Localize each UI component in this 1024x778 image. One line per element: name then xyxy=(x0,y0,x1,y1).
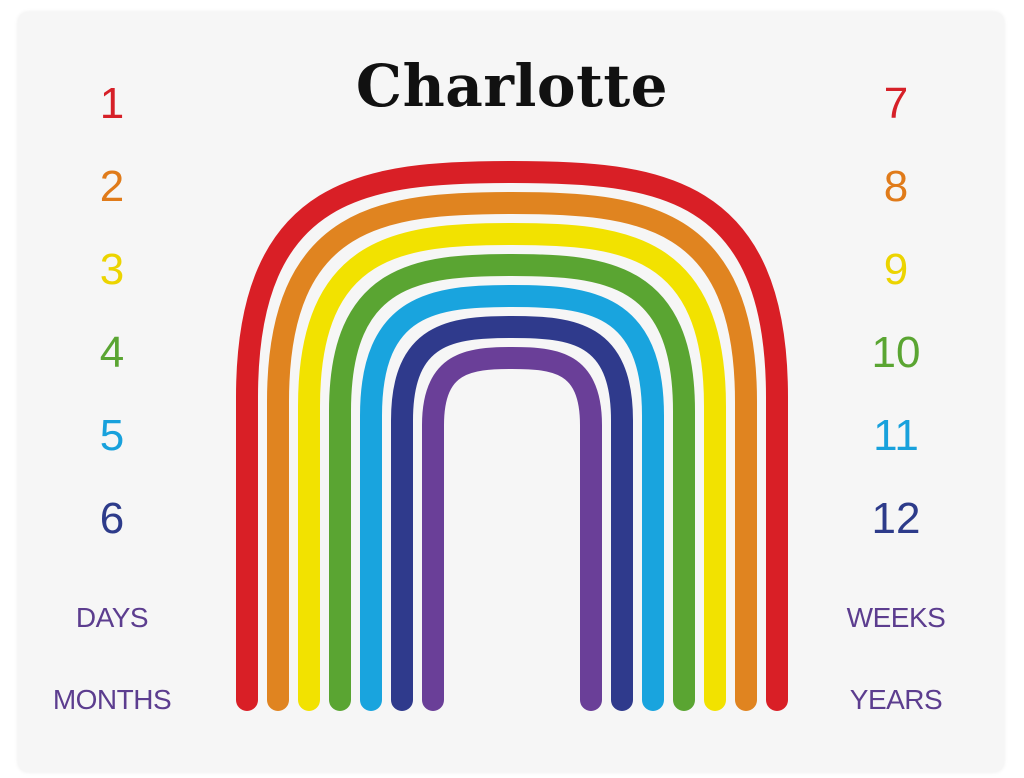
label-years: YEARS xyxy=(849,684,943,715)
right-number-11: 11 xyxy=(873,411,919,460)
rainbow-arc-blue xyxy=(360,285,664,711)
label-days: DAYS xyxy=(75,602,149,633)
left-number-2: 2 xyxy=(99,162,125,211)
left-number-3: 3 xyxy=(99,245,125,294)
left-number-5: 5 xyxy=(99,411,125,460)
right-number-9: 9 xyxy=(883,245,909,294)
right-number-7: 7 xyxy=(883,79,909,128)
left-number-1: 1 xyxy=(99,79,125,128)
rainbow-arc-yellow xyxy=(298,223,726,711)
left-number-6: 6 xyxy=(99,494,125,543)
rainbow-arc-green xyxy=(329,254,695,711)
rainbow-arc-orange xyxy=(267,192,757,711)
left-number-4: 4 xyxy=(99,328,125,377)
right-number-10: 10 xyxy=(871,328,921,377)
name-title: Charlotte xyxy=(355,52,669,120)
rainbow-arc-indigo xyxy=(391,316,633,711)
right-number-12: 12 xyxy=(871,494,921,543)
rainbow-arc-red xyxy=(236,161,788,711)
rainbow-arc-purple xyxy=(422,347,602,711)
label-months: MONTHS xyxy=(52,684,172,715)
label-weeks: WEEKS xyxy=(846,602,946,633)
right-number-8: 8 xyxy=(883,162,909,211)
blanket-background xyxy=(18,12,1004,772)
